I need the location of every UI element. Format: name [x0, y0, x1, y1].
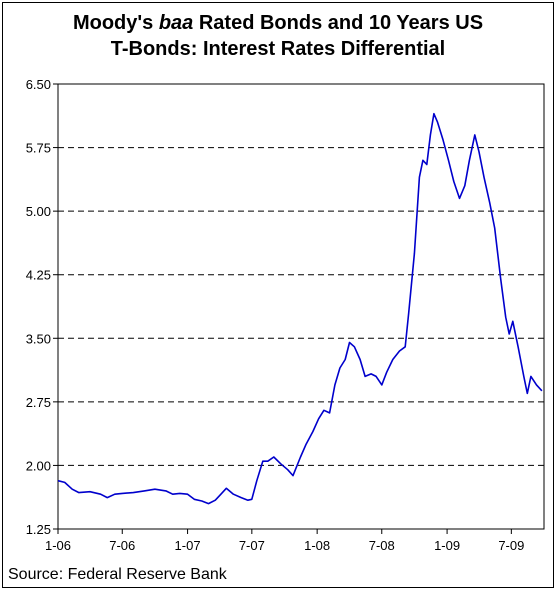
- title-part-1: Moody's: [72, 12, 159, 34]
- series-line: [57, 112, 543, 505]
- x-tick-label: 1-06: [45, 538, 71, 553]
- y-tick-label: 3.50: [26, 331, 51, 346]
- series-group: [57, 112, 543, 505]
- grid-lines: [58, 147, 544, 466]
- title-part-2: baa: [158, 12, 194, 34]
- title-line-1: Moody's baa Rated Bonds and 10 Years US: [0, 10, 556, 36]
- x-tick-label: 7-06: [109, 538, 135, 553]
- x-tick-label: 7-08: [369, 538, 395, 553]
- y-tick-label: 2.75: [26, 395, 51, 410]
- y-axis: 1.25 2.00 2.75 3.50 4.25 5.00 5.75 6.50: [26, 77, 58, 537]
- title-part-3: Rated Bonds and 10 Years US: [193, 12, 484, 34]
- x-tick-label: 1-08: [304, 538, 330, 553]
- x-tick-label: 1-07: [175, 538, 201, 553]
- chart-title: Moody's baa Rated Bonds and 10 Years US …: [0, 10, 556, 62]
- x-axis: 1-06 7-06 1-07 7-07 1-08 7-08 1-09 7-09: [45, 529, 524, 553]
- y-tick-label: 1.25: [26, 522, 51, 537]
- x-tick-label: 7-07: [239, 538, 265, 553]
- title-line-2: T-Bonds: Interest Rates Differential: [110, 38, 446, 60]
- y-tick-label: 5.75: [26, 141, 51, 156]
- y-tick-label: 4.25: [26, 268, 51, 283]
- x-tick-label: 7-09: [498, 538, 524, 553]
- chart-frame: [2, 2, 554, 588]
- y-tick-label: 5.00: [26, 204, 51, 219]
- y-tick-label: 2.00: [26, 458, 51, 473]
- source-note: Source: Federal Reserve Bank: [8, 566, 227, 583]
- y-tick-label: 6.50: [26, 77, 51, 92]
- x-tick-label: 1-09: [434, 538, 460, 553]
